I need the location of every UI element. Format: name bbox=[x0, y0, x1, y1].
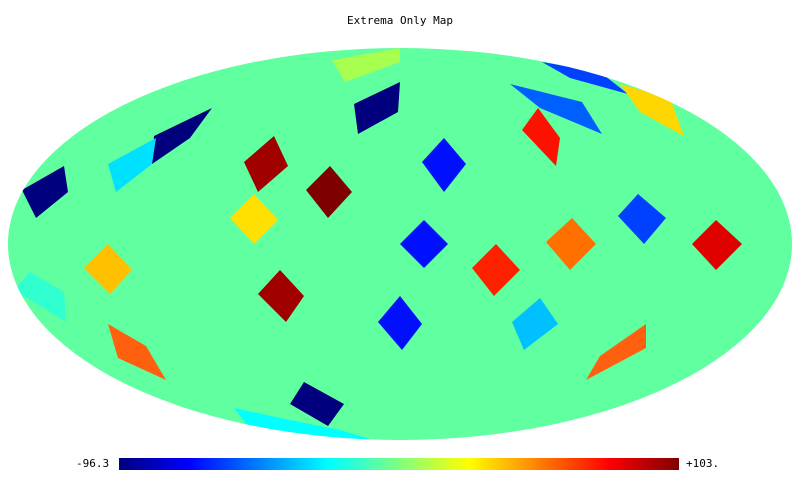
colorbar bbox=[119, 458, 679, 470]
map-title: Extrema Only Map bbox=[347, 14, 453, 27]
patch bbox=[512, 298, 558, 350]
patch bbox=[354, 82, 400, 134]
patch bbox=[378, 296, 422, 350]
patch bbox=[244, 136, 288, 192]
colorbar-min-label: -96.3 bbox=[76, 457, 110, 470]
patch bbox=[692, 220, 742, 270]
patch bbox=[510, 84, 602, 134]
patch bbox=[14, 272, 66, 322]
patch bbox=[522, 108, 560, 166]
patch bbox=[108, 138, 156, 192]
patch bbox=[546, 218, 596, 270]
patch bbox=[230, 194, 278, 244]
patch bbox=[290, 382, 344, 426]
patch bbox=[258, 270, 304, 322]
patch bbox=[108, 324, 166, 380]
patch bbox=[84, 244, 132, 294]
patch bbox=[422, 138, 466, 192]
patch bbox=[620, 84, 684, 136]
patch bbox=[586, 324, 646, 380]
colorbar-max-label: +103. bbox=[686, 457, 720, 470]
patch bbox=[400, 220, 448, 268]
patch bbox=[472, 244, 520, 296]
patch bbox=[332, 48, 400, 82]
patch bbox=[152, 108, 212, 164]
patch bbox=[22, 166, 68, 218]
patch bbox=[306, 166, 352, 218]
patch bbox=[618, 194, 666, 244]
patch bbox=[542, 62, 628, 94]
